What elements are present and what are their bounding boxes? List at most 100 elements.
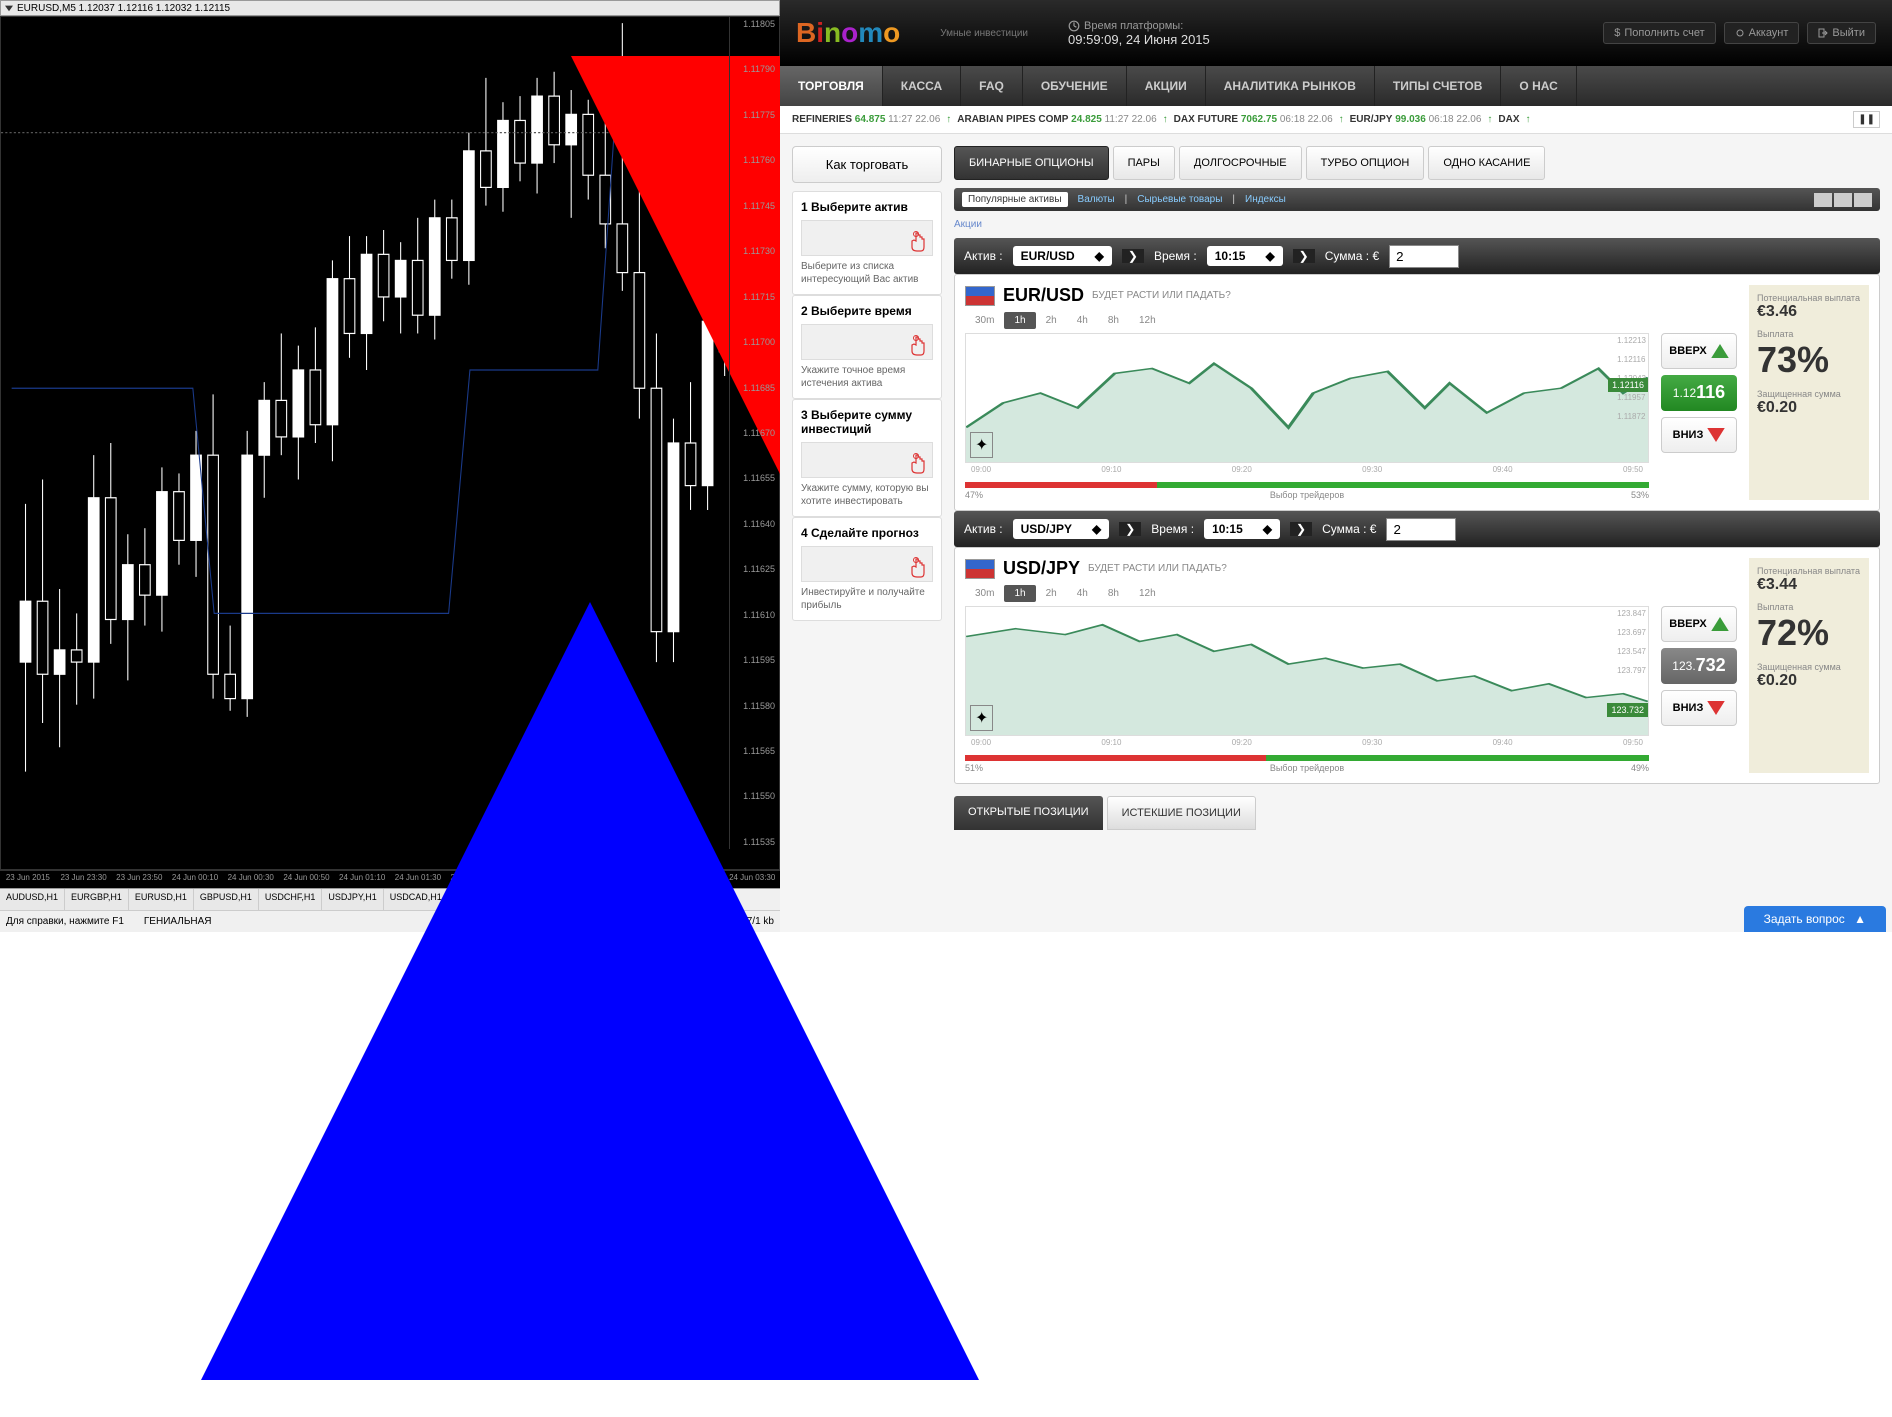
timeframe-tab[interactable]: 30m	[965, 312, 1004, 329]
nav-item[interactable]: ОБУЧЕНИЕ	[1023, 66, 1127, 106]
nav-item[interactable]: FAQ	[961, 66, 1023, 106]
pointer-icon	[908, 335, 928, 357]
mode-tab[interactable]: ТУРБО ОПЦИОН	[1306, 146, 1425, 180]
nav-item[interactable]: АКЦИИ	[1127, 66, 1206, 106]
step-title: 3 Выберите сумму инвестиций	[801, 408, 933, 436]
metatrader-window: EURUSD,M5 1.12037 1.12116 1.12032 1.1211…	[0, 0, 780, 932]
step-image	[801, 546, 933, 582]
amount-input[interactable]	[1386, 518, 1456, 541]
mode-tab[interactable]: ОДНО КАСАНИЕ	[1428, 146, 1545, 180]
timeframe-tab[interactable]: 8h	[1098, 585, 1129, 602]
amount-input[interactable]	[1389, 245, 1459, 268]
timeframe-tab[interactable]: 1h	[1004, 312, 1035, 329]
filter-popular[interactable]: Популярные активы	[962, 192, 1068, 207]
symbol-tab[interactable]: EURUSD,H1	[129, 889, 194, 910]
payout-info: Потенциальная выплата €3.44 Выплата 72% …	[1749, 558, 1869, 773]
asset-select[interactable]: USD/JPY◆	[1013, 519, 1110, 539]
ticker-pause-button[interactable]: ❚❚	[1853, 111, 1880, 128]
position-tabs: ОТКРЫТЫЕ ПОЗИЦИИ ИСТЕКШИЕ ПОЗИЦИИ	[954, 796, 1880, 830]
nav-item[interactable]: АНАЛИТИКА РЫНКОВ	[1206, 66, 1375, 106]
trader-sentiment-bar	[965, 755, 1649, 761]
asset-name: USD/JPY	[1003, 558, 1080, 579]
param-row: Актив : USD/JPY◆ ❯ Время : 10:15◆ ❯ Сумм…	[954, 511, 1880, 547]
nav-item[interactable]: ТИПЫ СЧЕТОВ	[1375, 66, 1502, 106]
filter-stocks[interactable]: Акции	[954, 219, 1880, 230]
mode-tab[interactable]: ДОЛГОСРОЧНЫЕ	[1179, 146, 1302, 180]
mini-chart[interactable]: 1.122131.121161.120431.119571.11872 1.12…	[965, 333, 1649, 463]
tutorial-step: 4 Сделайте прогнозИнвестируйте и получай…	[792, 517, 942, 621]
tab-open-positions[interactable]: ОТКРЫТЫЕ ПОЗИЦИИ	[954, 796, 1103, 830]
step-desc: Инвестируйте и получайте прибыль	[801, 586, 933, 612]
price-label: 1.11565	[732, 746, 777, 756]
ticker-item: DAX FUTURE 7062.75 06:18 22.06	[1174, 114, 1333, 125]
mini-x-axis: 09:0009:1009:2009:3009:4009:50	[965, 463, 1649, 476]
price-label: 1.11790	[732, 64, 777, 74]
mini-chart[interactable]: 123.847123.697123.547123.797 123.732 ✦	[965, 606, 1649, 736]
tutorial-step: 2 Выберите времяУкажите точное время ист…	[792, 295, 942, 399]
binomo-window: Binomo Умные инвестиции Время платформы:…	[780, 0, 1892, 932]
price-label: 1.11775	[732, 110, 777, 120]
price-label: 1.11535	[732, 837, 777, 847]
view-grid-button[interactable]	[1834, 193, 1852, 207]
filter-row: Популярные активы Валюты| Сырьевые товар…	[954, 188, 1880, 211]
time-select[interactable]: 10:15◆	[1204, 519, 1280, 539]
timeframe-tab[interactable]: 4h	[1067, 312, 1098, 329]
ask-question-button[interactable]: Задать вопрос ▲	[1744, 906, 1886, 932]
mode-tab[interactable]: БИНАРНЫЕ ОПЦИОНЫ	[954, 146, 1109, 180]
deposit-button[interactable]: $ Пополнить счет	[1603, 22, 1715, 44]
timeframe-tab[interactable]: 12h	[1129, 312, 1166, 329]
timeframe-tab[interactable]: 2h	[1036, 312, 1067, 329]
ticker-item: DAX	[1498, 114, 1519, 125]
view-detail-button[interactable]	[1854, 193, 1872, 207]
price-label: 1.11595	[732, 655, 777, 665]
time-select[interactable]: 10:15◆	[1207, 246, 1283, 266]
nav-item[interactable]: О НАС	[1501, 66, 1576, 106]
buy-up-button[interactable]: ВВЕРХ	[1661, 333, 1737, 369]
magic-wand-button[interactable]: ✦	[970, 432, 993, 458]
step-title: 1 Выберите актив	[801, 200, 933, 214]
timeframe-tab[interactable]: 1h	[1004, 585, 1035, 602]
price-label: 1.11670	[732, 428, 777, 438]
timeframe-tab[interactable]: 2h	[1036, 585, 1067, 602]
asset-panel: USD/JPY БУДЕТ РАСТИ ИЛИ ПАДАТЬ? 30m1h2h4…	[954, 547, 1880, 784]
magic-wand-button[interactable]: ✦	[970, 705, 993, 731]
time-label: 23 Jun 23:50	[111, 871, 167, 888]
logout-button[interactable]: Выйти	[1807, 22, 1876, 44]
nav-item[interactable]: КАССА	[883, 66, 961, 106]
pointer-icon	[908, 453, 928, 475]
logo: Binomo	[796, 17, 900, 49]
view-list-button[interactable]	[1814, 193, 1832, 207]
asset-name: EUR/USD	[1003, 285, 1084, 306]
timeframe-tab[interactable]: 30m	[965, 585, 1004, 602]
price-label: 1.11685	[732, 383, 777, 393]
price-label: 1.11625	[732, 564, 777, 574]
filter-indices[interactable]: Индексы	[1245, 194, 1286, 205]
timeframe-tab[interactable]: 8h	[1098, 312, 1129, 329]
ticker-item: REFINERIES 64.875 11:27 22.06	[792, 114, 940, 125]
header: Binomo Умные инвестиции Время платформы:…	[780, 0, 1892, 66]
filter-commodities[interactable]: Сырьевые товары	[1137, 194, 1222, 205]
filter-currencies[interactable]: Валюты	[1078, 194, 1115, 205]
tab-closed-positions[interactable]: ИСТЕКШИЕ ПОЗИЦИИ	[1107, 796, 1256, 830]
nav-item[interactable]: ТОРГОВЛЯ	[780, 66, 883, 106]
symbol-tab[interactable]: AUDUSD,H1	[0, 889, 65, 910]
buy-up-button[interactable]: ВВЕРХ	[1661, 606, 1737, 642]
step-title: 2 Выберите время	[801, 304, 933, 318]
help-text: Для справки, нажмите F1	[6, 916, 124, 927]
buy-down-button[interactable]: ВНИЗ	[1661, 690, 1737, 726]
pointer-icon	[908, 557, 928, 579]
asset-select[interactable]: EUR/USD◆	[1013, 246, 1112, 266]
timeframe-tab[interactable]: 4h	[1067, 585, 1098, 602]
candlestick-chart[interactable]: 1.118051.117901.117751.117601.117451.117…	[0, 16, 780, 870]
tutorial-step: 1 Выберите активВыберите из списка интер…	[792, 191, 942, 295]
buy-down-button[interactable]: ВНИЗ	[1661, 417, 1737, 453]
flag-icon	[965, 559, 995, 579]
price-label: 1.11655	[732, 473, 777, 483]
price-label: 1.11610	[732, 610, 777, 620]
timeframe-tab[interactable]: 12h	[1129, 585, 1166, 602]
symbol-tab[interactable]: EURGBP,H1	[65, 889, 129, 910]
mode-tab[interactable]: ПАРЫ	[1113, 146, 1175, 180]
account-button[interactable]: Аккаунт	[1724, 22, 1800, 44]
trading-main: БИНАРНЫЕ ОПЦИОНЫПАРЫДОЛГОСРОЧНЫЕТУРБО ОП…	[954, 146, 1880, 920]
pointer-icon	[908, 231, 928, 253]
